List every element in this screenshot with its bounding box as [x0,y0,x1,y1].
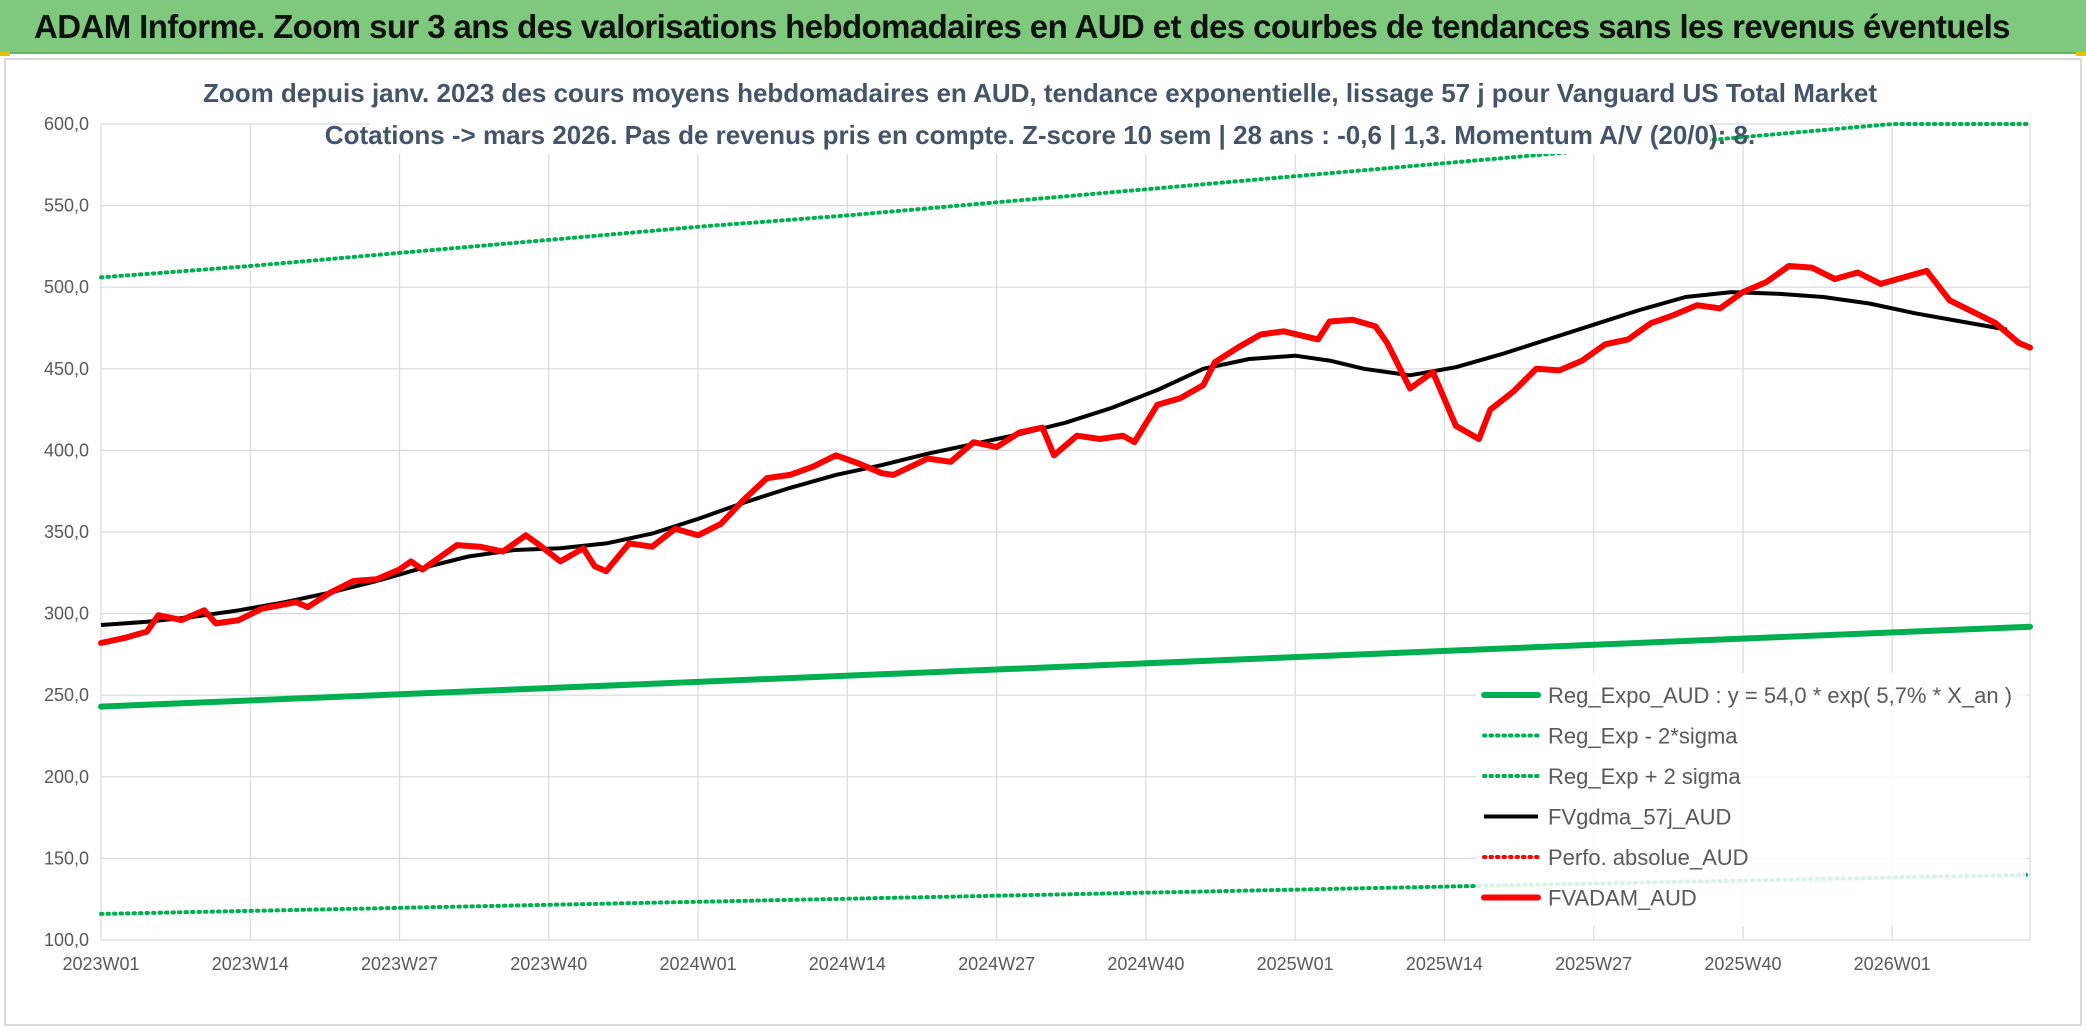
y-tick-label: 450,0 [44,359,89,379]
x-tick-label: 2023W01 [62,954,139,974]
report-title: ADAM Informe. Zoom sur 3 ans des valoris… [34,8,2011,45]
x-tick-label: 2024W27 [958,954,1035,974]
x-tick-label: 2025W01 [1257,954,1334,974]
header-banner: ADAM Informe. Zoom sur 3 ans des valoris… [0,0,2086,54]
y-axis-labels: 100,0 150,0 200,0 250,0 300,0 350,0 400,0 450,0… [44,114,89,950]
y-tick-label: 150,0 [44,848,89,868]
series-line-reg-expo-aud [98,623,2033,710]
y-tick-label: 600,0 [44,114,89,134]
legend-label: FVADAM_AUD [1548,886,1697,911]
y-tick-label: 500,0 [44,277,89,297]
title-backing [370,116,1710,154]
legend: Reg_Expo_AUD : y = 54,0 * exp( 5,7% * X_… [1476,673,2026,926]
legend-label: Reg_Exp - 2*sigma [1548,724,1738,749]
x-tick-label: 2025W40 [1704,954,1781,974]
x-tick-label: 2023W40 [510,954,587,974]
x-axis-labels: 2023W01 2023W14 2023W27 2023W40 2024W01 2024W… [62,954,1930,974]
legend-label: Reg_Expo_AUD : y = 54,0 * exp( 5,7% * X_… [1548,683,2012,708]
x-tick-label: 2025W14 [1406,954,1483,974]
series-line-reg-exp [99,122,2032,280]
x-tick-label: 2026W01 [1854,954,1931,974]
x-tick-label: 2024W40 [1107,954,1184,974]
title-backing [275,74,1805,112]
legend-label: Perfo. absolue_AUD [1548,845,1749,870]
x-tick-label: 2024W01 [660,954,737,974]
x-tick-label: 2023W14 [212,954,289,974]
legend-label: FVgdma_57j_AUD [1548,805,1731,830]
chart-title: Zoom depuis janv. 2023 des cours moyens … [203,74,1877,154]
chart-frame: 100,0 150,0 200,0 250,0 300,0 350,0 400,0 450,0… [4,58,2082,1026]
x-tick-label: 2023W27 [361,954,438,974]
banner-accent-left [0,52,10,56]
chart-title-line: Cotations -> mars 2026. Pas de revenus p… [325,120,1755,150]
y-tick-label: 100,0 [44,930,89,950]
series-line-fvadam-aud [98,263,2033,646]
x-tick-label: 2025W27 [1555,954,1632,974]
y-tick-label: 200,0 [44,767,89,787]
y-tick-label: 550,0 [44,196,89,216]
y-tick-label: 300,0 [44,604,89,624]
y-tick-label: 400,0 [44,440,89,460]
x-tick-label: 2024W14 [809,954,886,974]
legend-backing [1476,673,2026,926]
banner-accent-right [2076,52,2086,56]
legend-label: Reg_Exp + 2 sigma [1548,764,1741,789]
y-tick-label: 350,0 [44,522,89,542]
line-chart: 100,0 150,0 200,0 250,0 300,0 350,0 400,0 450,0… [44,74,2033,974]
y-tick-label: 250,0 [44,685,89,705]
chart-title-line: Zoom depuis janv. 2023 des cours moyens … [203,78,1877,108]
